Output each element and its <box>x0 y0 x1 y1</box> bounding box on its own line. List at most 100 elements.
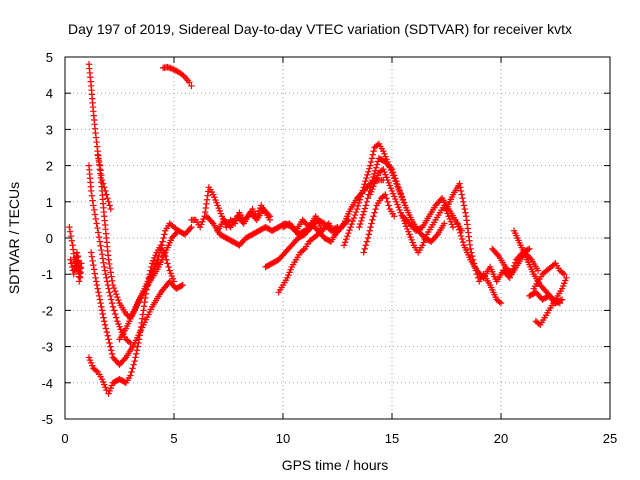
data-point <box>454 220 461 227</box>
data-point <box>357 193 365 200</box>
data-point <box>368 155 376 162</box>
data-point <box>105 198 112 205</box>
data-point <box>138 319 145 327</box>
y-tick-label: 1 <box>46 195 53 210</box>
data-point <box>141 298 148 306</box>
data-point <box>115 296 122 304</box>
data-point <box>95 155 102 162</box>
data-point <box>208 218 216 226</box>
x-tick-label: 0 <box>61 431 68 446</box>
data-point <box>139 315 146 322</box>
data-point <box>109 303 117 310</box>
data-point <box>106 260 113 268</box>
data-point <box>300 246 307 254</box>
x-axis-label: GPS time / hours <box>282 457 389 473</box>
data-point <box>67 256 74 263</box>
data-point <box>366 227 373 234</box>
data-point <box>382 191 389 198</box>
data-point <box>350 214 358 222</box>
data-point <box>370 173 377 181</box>
data-point <box>186 225 194 232</box>
data-point <box>90 202 97 209</box>
data-point <box>157 245 165 253</box>
data-point <box>108 299 116 307</box>
data-point <box>203 196 211 203</box>
data-point <box>459 238 467 246</box>
data-point <box>90 266 98 273</box>
data-point <box>506 274 513 282</box>
data-point <box>97 242 104 250</box>
x-tick-label: 10 <box>276 431 290 446</box>
data-point <box>97 299 104 307</box>
series-s2 <box>67 249 84 285</box>
y-tick-label: 0 <box>46 231 53 246</box>
data-point <box>344 232 351 240</box>
data-point <box>347 223 354 231</box>
y-tick-label: 5 <box>46 50 53 65</box>
data-point <box>173 226 181 233</box>
y-tick-label: -1 <box>41 267 53 282</box>
data-point <box>456 226 463 233</box>
data-point <box>105 256 112 263</box>
data-point <box>358 190 365 197</box>
data-point <box>78 260 85 267</box>
data-point <box>135 339 142 347</box>
data-point <box>147 267 154 274</box>
data-point <box>102 271 109 278</box>
data-point <box>390 213 398 220</box>
data-point <box>155 252 162 260</box>
data-point <box>101 318 108 325</box>
data-point <box>365 231 373 238</box>
data-point <box>159 238 166 245</box>
data-point <box>359 211 367 218</box>
data-point <box>535 320 542 327</box>
data-point <box>106 339 113 347</box>
data-point <box>106 289 113 296</box>
data-point <box>394 181 401 188</box>
data-point <box>559 269 566 277</box>
chart-title: Day 197 of 2019, Sidereal Day-to-day VTE… <box>68 21 572 37</box>
data-point <box>127 372 134 379</box>
data-point <box>111 287 119 295</box>
data-point <box>388 166 396 173</box>
data-point <box>66 223 73 231</box>
series-s20 <box>360 191 398 256</box>
data-point <box>88 192 96 199</box>
data-point <box>390 172 398 179</box>
data-point <box>351 211 359 219</box>
data-point <box>99 310 106 318</box>
data-point <box>370 147 377 155</box>
data-point <box>103 328 111 336</box>
data-point <box>372 205 379 213</box>
data-point <box>467 245 474 253</box>
data-point <box>340 242 348 249</box>
data-point <box>400 199 408 206</box>
data-point <box>69 267 77 274</box>
data-point <box>461 205 468 213</box>
data-point <box>94 285 101 292</box>
data-point <box>92 215 99 223</box>
data-point <box>165 263 172 271</box>
data-point <box>95 233 103 241</box>
data-point <box>98 307 106 314</box>
data-points <box>66 61 570 397</box>
data-point <box>107 292 114 300</box>
series-s18 <box>340 140 409 249</box>
data-point <box>77 263 84 271</box>
data-point <box>103 278 111 285</box>
data-point <box>462 209 469 216</box>
series-s11 <box>188 184 274 231</box>
data-point <box>102 187 109 195</box>
y-axis-label: SDTVAR / TECUs <box>6 182 22 294</box>
data-point <box>106 264 114 272</box>
data-point <box>456 180 463 187</box>
data-point <box>140 307 147 314</box>
data-point <box>398 193 406 200</box>
data-point <box>349 217 356 225</box>
data-point <box>125 338 133 345</box>
data-point <box>99 255 106 262</box>
data-point <box>455 223 462 230</box>
data-point <box>98 303 105 310</box>
data-point <box>204 192 211 199</box>
data-point <box>93 367 100 374</box>
